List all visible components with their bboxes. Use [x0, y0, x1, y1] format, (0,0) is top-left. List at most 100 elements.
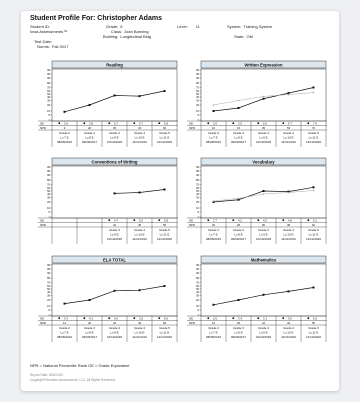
y-tick-label: 30: [196, 99, 199, 103]
column-date: 08/08/2016: [57, 335, 72, 339]
y-tick-label: 30: [196, 196, 199, 200]
column-level: Lv.9 E: [259, 136, 267, 140]
class-label: Class:: [111, 29, 123, 34]
column-level: Lv.10 E: [284, 331, 294, 335]
ge-marker: [207, 317, 210, 319]
npr-value: 44: [113, 321, 117, 325]
npr-value: 15: [237, 126, 241, 130]
npr-value: 45: [138, 223, 142, 227]
ge-value: 5.8: [164, 218, 168, 222]
column-grade: Grade 4: [134, 326, 145, 330]
data-point: [88, 299, 91, 301]
y-tick-label: 70: [47, 281, 50, 285]
column-grade: Grade 5: [159, 131, 170, 135]
column-date: 11/11/2019: [132, 140, 147, 144]
npr-value: 60: [163, 321, 167, 325]
y-tick-label: 70: [47, 86, 50, 90]
level-info: Level: 11: [177, 24, 200, 29]
data-point: [138, 95, 141, 98]
column-level: Lv.11 E: [160, 136, 170, 140]
ge-value: 3.4: [238, 316, 242, 320]
column-level: Lv.8 E: [85, 331, 93, 335]
chart-title: Reading: [106, 62, 123, 67]
ge-row-label: GE: [189, 316, 193, 320]
ge-marker: [158, 122, 161, 124]
grade-label: Grade:: [106, 24, 119, 29]
chart-svg: Written Expression9995908070605040302010…: [187, 60, 327, 147]
norms-value: Fall 2017: [51, 44, 69, 49]
ge-marker: [158, 219, 161, 221]
y-tick-label: 80: [196, 178, 199, 182]
data-point: [163, 285, 166, 287]
column-level: Lv.11 E: [309, 331, 319, 335]
column-grade: Grade 5: [159, 228, 170, 232]
state-label: State:: [234, 34, 245, 39]
data-point: [237, 99, 240, 102]
ge-value: 5.7: [139, 121, 143, 125]
column-date: 12/12/2020: [306, 335, 321, 339]
ge-marker: [257, 219, 260, 221]
y-tick-label: 90: [47, 76, 50, 80]
column-grade: Grade 3: [109, 228, 120, 232]
data-point: [163, 90, 166, 92]
y-tick-label: 95: [47, 72, 50, 76]
y-tick-label: 10: [47, 304, 50, 308]
ge-marker: [282, 122, 285, 124]
column-level: Lv.9 E: [110, 233, 118, 237]
data-point: [262, 293, 265, 296]
y-tick-label: 50: [196, 287, 199, 291]
data-point: [237, 198, 240, 201]
y-tick-label: 1: [49, 313, 51, 317]
column-date: 11/11/2019: [281, 237, 296, 241]
building-label: Building:: [103, 34, 119, 39]
npr-value: 20: [237, 321, 241, 325]
y-tick-label: 1: [49, 118, 51, 122]
column-grade: Grade 4: [109, 131, 120, 135]
ge-row-label: GE: [189, 218, 193, 222]
y-tick-label: 50: [47, 92, 50, 96]
data-point: [88, 104, 91, 106]
column-grade: Grade 4: [258, 326, 269, 330]
y-tick-label: 1: [198, 118, 200, 122]
column-level: Lv.11 E: [160, 233, 170, 237]
y-tick-label: 50: [196, 92, 199, 96]
column-grade: Grade 3: [233, 228, 244, 232]
npr-value: 14: [63, 321, 67, 325]
column-date: 10/10/2018: [107, 140, 122, 144]
y-tick-label: 10: [196, 206, 199, 210]
ge-value: 5.7: [114, 121, 118, 125]
column-date: 08/08/2016: [206, 140, 221, 144]
y-tick-label: 95: [47, 267, 50, 271]
chart-mathematics: Mathematics 99 95 90 80 70 60 50 40 30 20 10 5 1 GE NPR…: [187, 255, 327, 343]
data-point: [163, 188, 166, 191]
ge-value: 3.1: [263, 316, 267, 320]
npr-value: 25: [237, 223, 241, 227]
ge-marker: [282, 219, 285, 221]
column-grade: Grade 3: [233, 326, 244, 330]
y-tick-label: 99: [196, 68, 199, 72]
data-point: [212, 110, 215, 112]
ge-marker: [108, 122, 111, 124]
column-level: Lv.11 E: [309, 233, 319, 237]
npr-value: 43: [138, 126, 142, 130]
ge-marker: [158, 317, 161, 319]
column-date: 09/09/2017: [231, 140, 246, 144]
system-label: System:: [227, 24, 242, 29]
ge-marker: [108, 317, 111, 319]
ge-marker: [307, 219, 310, 221]
ge-value: 2.7: [213, 218, 217, 222]
y-tick-label: 30: [47, 99, 50, 103]
ge-marker: [257, 122, 260, 124]
ge-marker: [282, 317, 285, 319]
data-point: [63, 302, 66, 305]
data-point: [237, 197, 240, 200]
data-point: [287, 191, 290, 194]
chart-vocabulary: Vocabulary 99 95 90 80 70 60 50 40 30 20 10 5 1 GE NPR 2…: [187, 157, 327, 245]
chart-header: [200, 157, 327, 166]
column-level: Lv.8 E: [234, 233, 242, 237]
y-tick-label: 99: [47, 68, 50, 72]
ge-marker: [58, 317, 61, 319]
ge-marker: [133, 317, 136, 319]
data-point: [287, 290, 290, 293]
